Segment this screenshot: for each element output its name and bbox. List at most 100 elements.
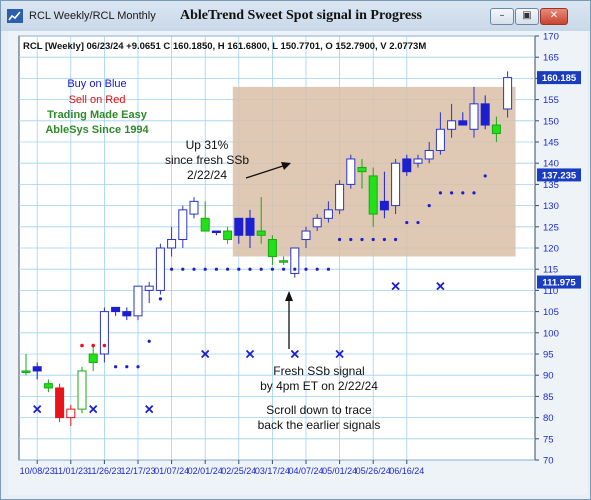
price-tag-label: 137.235 xyxy=(542,170,577,181)
annotation-up-3: 2/22/24 xyxy=(187,168,227,182)
buy-stop-dot xyxy=(125,365,129,369)
buy-stop-dot xyxy=(450,191,454,195)
minimize-button[interactable]: – xyxy=(490,8,514,25)
candle-body xyxy=(111,306,121,313)
buy-stop-dot xyxy=(349,237,353,242)
x-marker-stroke xyxy=(145,404,154,414)
candle-body xyxy=(43,383,53,389)
annotation-fresh-1: Fresh SSb signal xyxy=(273,364,364,378)
candle-body xyxy=(122,311,132,317)
close-icon: ✕ xyxy=(549,10,559,21)
y-tick-label: 90 xyxy=(543,371,554,382)
candle-body xyxy=(301,230,311,241)
x-marker xyxy=(436,282,445,291)
x-marker-stroke xyxy=(33,404,42,414)
buy-stop-dot xyxy=(360,237,364,242)
x-tick-label: 05/26/24 xyxy=(356,466,391,476)
price-tags: 160.185 137.235 111.975 xyxy=(537,71,581,289)
buy-stop-dot xyxy=(293,267,297,271)
arrow-to-sweet-spot xyxy=(245,162,291,179)
legend-buy: Buy on Blue xyxy=(67,78,126,90)
buy-stop-dot xyxy=(203,267,207,271)
buy-stop-dot xyxy=(147,339,151,343)
candle-body xyxy=(267,239,277,257)
buy-stop-dot xyxy=(338,237,342,242)
price-tag-box xyxy=(537,275,581,289)
minimize-icon: – xyxy=(499,10,505,21)
candle-body xyxy=(66,408,76,419)
price-tag: 137.235 xyxy=(537,168,581,182)
buy-stop-dot xyxy=(326,267,330,271)
y-tick-label: 80 xyxy=(543,413,554,424)
y-tick-label: 165 xyxy=(543,53,559,64)
annotation-up-1: Up 31% xyxy=(186,138,229,152)
buy-stop-dot xyxy=(483,174,487,178)
y-tick-label: 105 xyxy=(543,307,559,318)
x-marker-stroke xyxy=(391,282,400,291)
buy-stop-dot xyxy=(192,267,196,271)
annotation-scroll-1: Scroll down to trace xyxy=(266,403,372,417)
buy-stop-dot xyxy=(226,267,230,271)
legend-sell: Sell on Red xyxy=(69,94,126,106)
close-button[interactable]: ✕ xyxy=(540,8,568,25)
x-tick-label: 05/01/24 xyxy=(322,466,357,476)
price-chart[interactable]: 7075808590951001051101151201251301351401… xyxy=(8,31,587,495)
candle-body xyxy=(155,247,165,291)
x-marker xyxy=(89,404,98,414)
x-tick-label: 11/01/23 xyxy=(54,466,88,476)
candle-body xyxy=(32,366,42,372)
candle-body xyxy=(379,200,389,211)
legend-easy: Trading Made Easy xyxy=(47,109,148,121)
candle-body xyxy=(447,120,457,130)
x-tick-label: 06/16/24 xyxy=(389,466,424,476)
y-axis: 70 75 80 85 90 95 100 105 110 115 120 125 130 135 140 1… xyxy=(535,32,559,467)
x-marker-stroke xyxy=(436,282,445,291)
buy-stop-dot xyxy=(158,297,162,301)
restore-icon: ▣ xyxy=(522,10,532,21)
buy-stop-dot xyxy=(304,267,308,271)
y-tick-label: 95 xyxy=(543,350,554,361)
y-tick-label: 130 xyxy=(543,201,559,212)
buy-stop-dot xyxy=(382,237,386,242)
x-tick-label: 02/25/24 xyxy=(221,466,256,476)
buy-stop-dot xyxy=(259,267,263,271)
x-marker xyxy=(290,349,299,359)
buy-stop-dot xyxy=(315,267,319,271)
restore-button[interactable]: ▣ xyxy=(515,8,539,25)
buy-stop-dot xyxy=(136,365,140,369)
buy-stop-dot xyxy=(237,267,241,271)
candle-body xyxy=(357,166,367,173)
annotation-fresh-2: by 4pm ET on 2/22/24 xyxy=(260,379,378,393)
sell-stop-dot xyxy=(91,343,95,348)
y-tick-label: 135 xyxy=(543,180,559,191)
buy-stop-dot xyxy=(416,220,420,225)
candle-body xyxy=(133,285,143,317)
title-bar[interactable]: RCL Weekly/RCL Monthly AbleTrend Sweet S… xyxy=(1,1,590,31)
candle-body xyxy=(323,209,333,219)
candle-body xyxy=(21,370,31,373)
candle-body xyxy=(211,230,221,234)
sweet-spot-box xyxy=(232,86,516,257)
buy-stop-dot xyxy=(170,267,174,271)
candle-body xyxy=(234,217,244,236)
sell-stop-dot xyxy=(80,343,84,348)
y-tick-label: 115 xyxy=(543,265,558,276)
annotation-up-2: since fresh SSb xyxy=(165,153,249,167)
buy-stop-dot xyxy=(461,191,465,195)
price-tag: 111.975 xyxy=(537,275,581,289)
x-marker xyxy=(145,404,154,414)
buy-stop-dot xyxy=(270,267,274,271)
x-marker xyxy=(245,349,255,359)
candle-body xyxy=(402,158,412,173)
y-tick-label: 170 xyxy=(543,32,559,43)
y-tick-label: 155 xyxy=(543,95,559,106)
buy-stop-dot xyxy=(438,191,442,195)
candle-body xyxy=(503,77,513,110)
buy-stop-dot xyxy=(214,267,218,271)
candle-body xyxy=(99,311,109,355)
quote-header: RCL [Weekly] 06/23/24 +9.0651 C 160.1850… xyxy=(23,41,426,52)
candle-body xyxy=(346,158,356,185)
x-marker xyxy=(201,349,210,359)
legend-since: AbleSys Since 1994 xyxy=(45,124,149,136)
